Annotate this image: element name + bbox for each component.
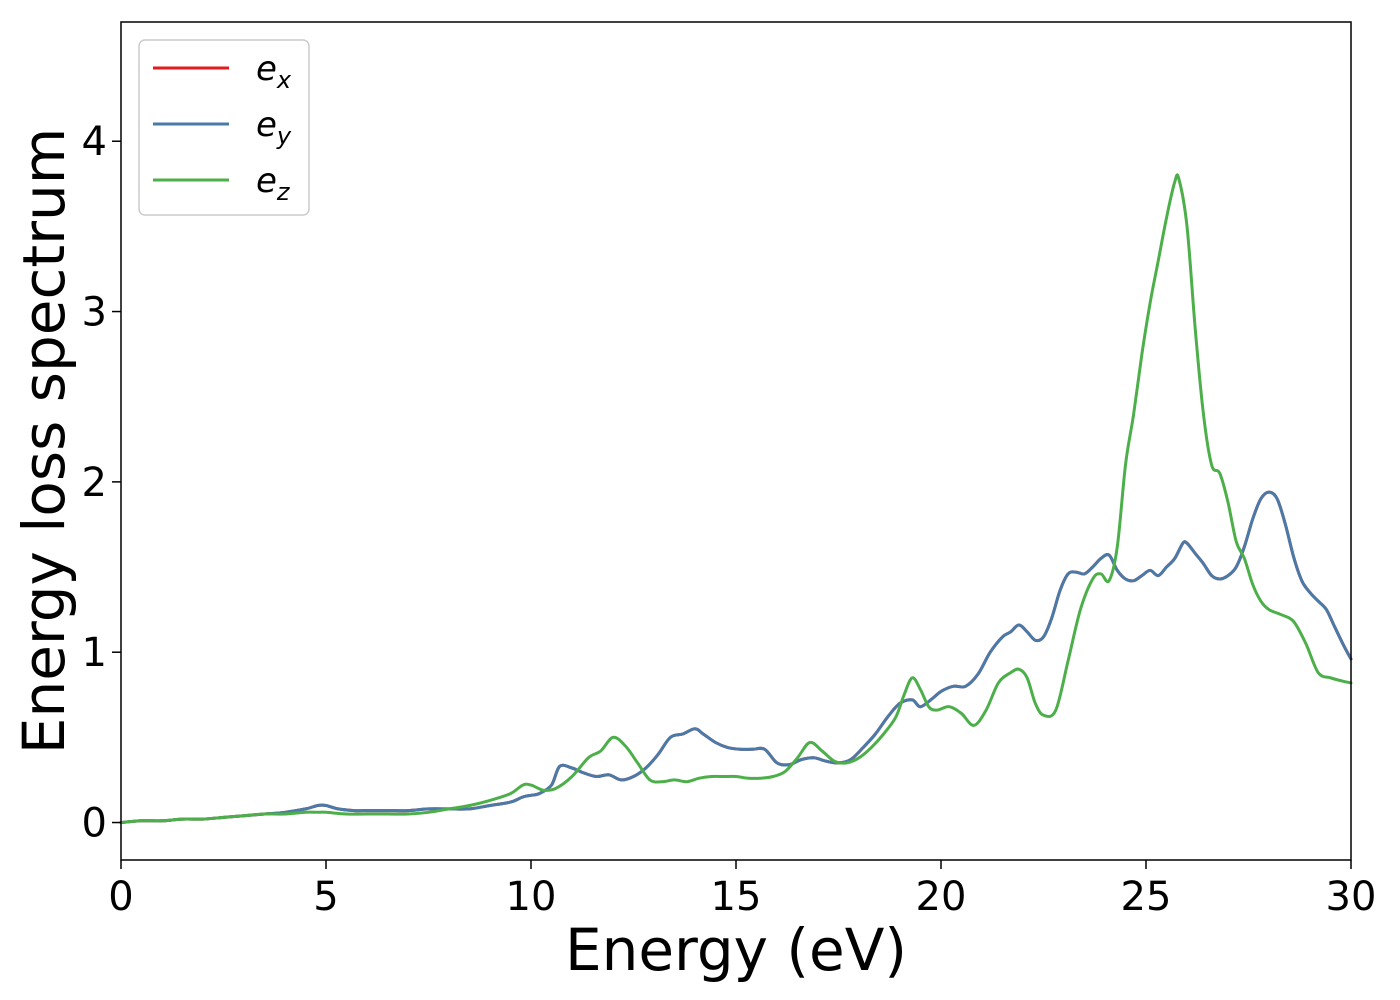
y-axis-ticks: 0 1 2 3 4 [82,119,121,847]
x-axis-title: Energy (eV) [565,916,907,984]
legend-label-y: ey [256,105,292,150]
x-tick-label: 25 [1121,874,1172,920]
series-line-z [119,173,1353,824]
x-tick-label: 30 [1326,874,1377,920]
x-tick-label: 0 [108,874,133,920]
y-tick-label: 1 [82,630,107,676]
x-tick-label: 15 [711,874,762,920]
legend-box [138,39,310,216]
series-layer [119,173,1353,824]
y-tick-label: 2 [82,460,107,506]
y-tick-label: 4 [82,119,107,165]
legend: ex ey ez [138,39,310,216]
x-tick-label: 10 [506,874,557,920]
y-axis-title: Energy loss spectrum [10,128,78,754]
x-tick-label: 5 [313,874,338,920]
legend-label-z: ez [256,161,291,206]
legend-label-x: ex [256,49,292,94]
x-axis-ticks: 0 5 10 15 20 25 30 [108,860,1376,920]
x-tick-label: 20 [916,874,967,920]
y-tick-label: 3 [82,290,107,336]
y-tick-label: 0 [82,801,107,847]
